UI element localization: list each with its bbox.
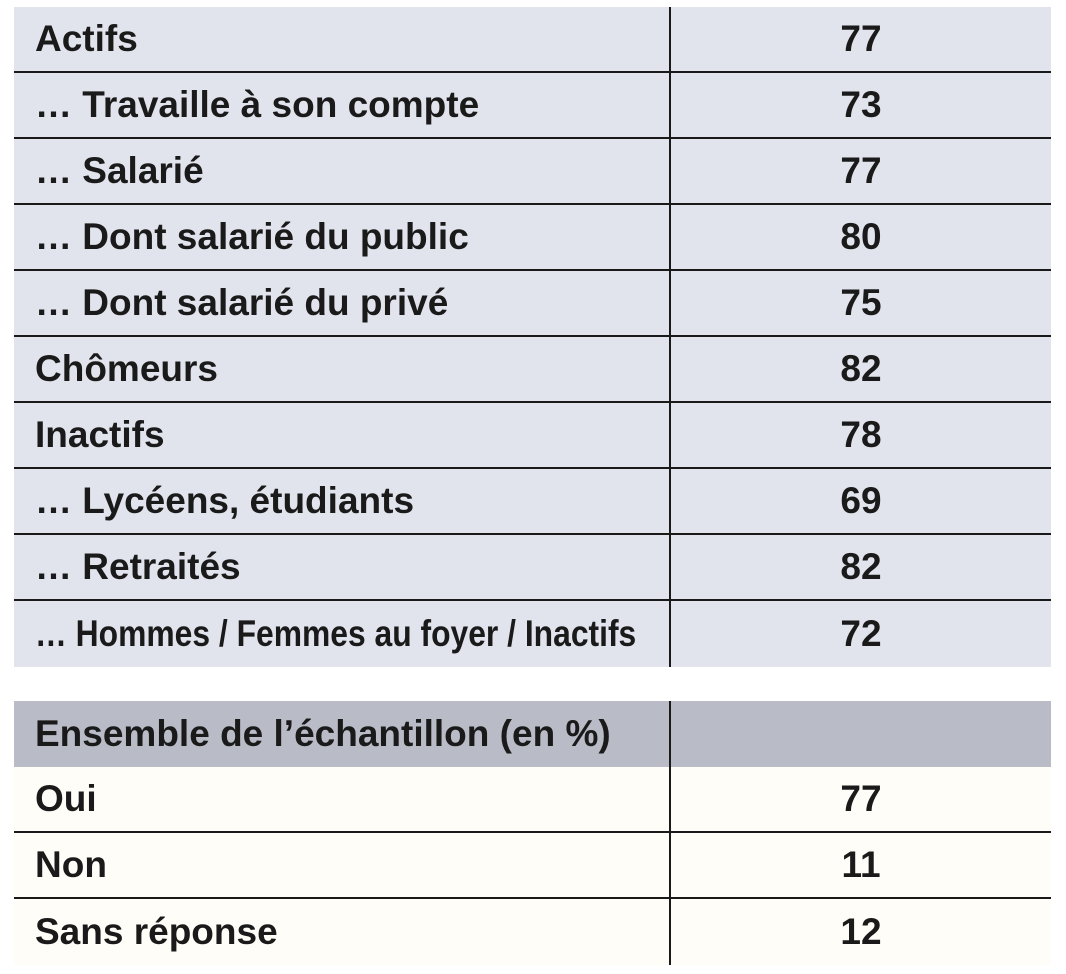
row-label: Oui xyxy=(14,767,671,831)
row-value: 82 xyxy=(840,546,882,587)
row-label: … Salarié xyxy=(14,139,671,203)
table-row: Oui 77 xyxy=(14,767,1051,833)
row-value: 77 xyxy=(840,778,882,819)
row-label: Sans réponse xyxy=(14,899,671,965)
row-value: 72 xyxy=(840,613,882,654)
row-label: … Dont salarié du public xyxy=(14,205,671,269)
table-row: Inactifs 78 xyxy=(14,403,1051,469)
row-value: 11 xyxy=(841,844,881,885)
table-row: Chômeurs 82 xyxy=(14,337,1051,403)
table-row: Non 11 xyxy=(14,833,1051,899)
summary-header-value xyxy=(671,701,1051,767)
table-row: … Lycéens, étudiants 69 xyxy=(14,469,1051,535)
row-label: … Retraités xyxy=(14,535,671,599)
table-row: … Retraités 82 xyxy=(14,535,1051,601)
row-label: Chômeurs xyxy=(14,337,671,401)
summary-header-row: Ensemble de l’échantillon (en %) xyxy=(14,701,1051,767)
table-row: … Salarié 77 xyxy=(14,139,1051,205)
row-label: Inactifs xyxy=(14,403,671,467)
row-value: 77 xyxy=(840,150,882,191)
overall-sample-table: Ensemble de l’échantillon (en %) Oui 77 … xyxy=(14,701,1051,965)
row-label: Non xyxy=(14,833,671,897)
row-value: 78 xyxy=(840,414,882,455)
table-row: … Dont salarié du public 80 xyxy=(14,205,1051,271)
row-label: … Lycéens, étudiants xyxy=(14,469,671,533)
row-label-text: … Hommes / Femmes au foyer / Inactifs xyxy=(35,613,637,654)
row-label: … Dont salarié du privé xyxy=(14,271,671,335)
row-label: Actifs xyxy=(14,7,671,71)
row-value: 12 xyxy=(840,911,882,952)
row-label: … Hommes / Femmes au foyer / Inactifs xyxy=(14,601,671,667)
row-value: 75 xyxy=(840,282,882,323)
row-value: 80 xyxy=(840,216,882,257)
table-row: … Dont salarié du privé 75 xyxy=(14,271,1051,337)
summary-header-label: Ensemble de l’échantillon (en %) xyxy=(14,701,671,767)
segments-table: Actifs 77 … Travaille à son compte 73 … … xyxy=(14,7,1051,667)
table-row: … Hommes / Femmes au foyer / Inactifs 72 xyxy=(14,601,1051,667)
row-value: 82 xyxy=(840,348,882,389)
row-value: 69 xyxy=(840,480,882,521)
row-value: 77 xyxy=(840,18,882,59)
row-value: 73 xyxy=(840,84,882,125)
table-row: Actifs 77 xyxy=(14,7,1051,73)
row-label: … Travaille à son compte xyxy=(14,73,671,137)
table-row: Sans réponse 12 xyxy=(14,899,1051,965)
table-row: … Travaille à son compte 73 xyxy=(14,73,1051,139)
